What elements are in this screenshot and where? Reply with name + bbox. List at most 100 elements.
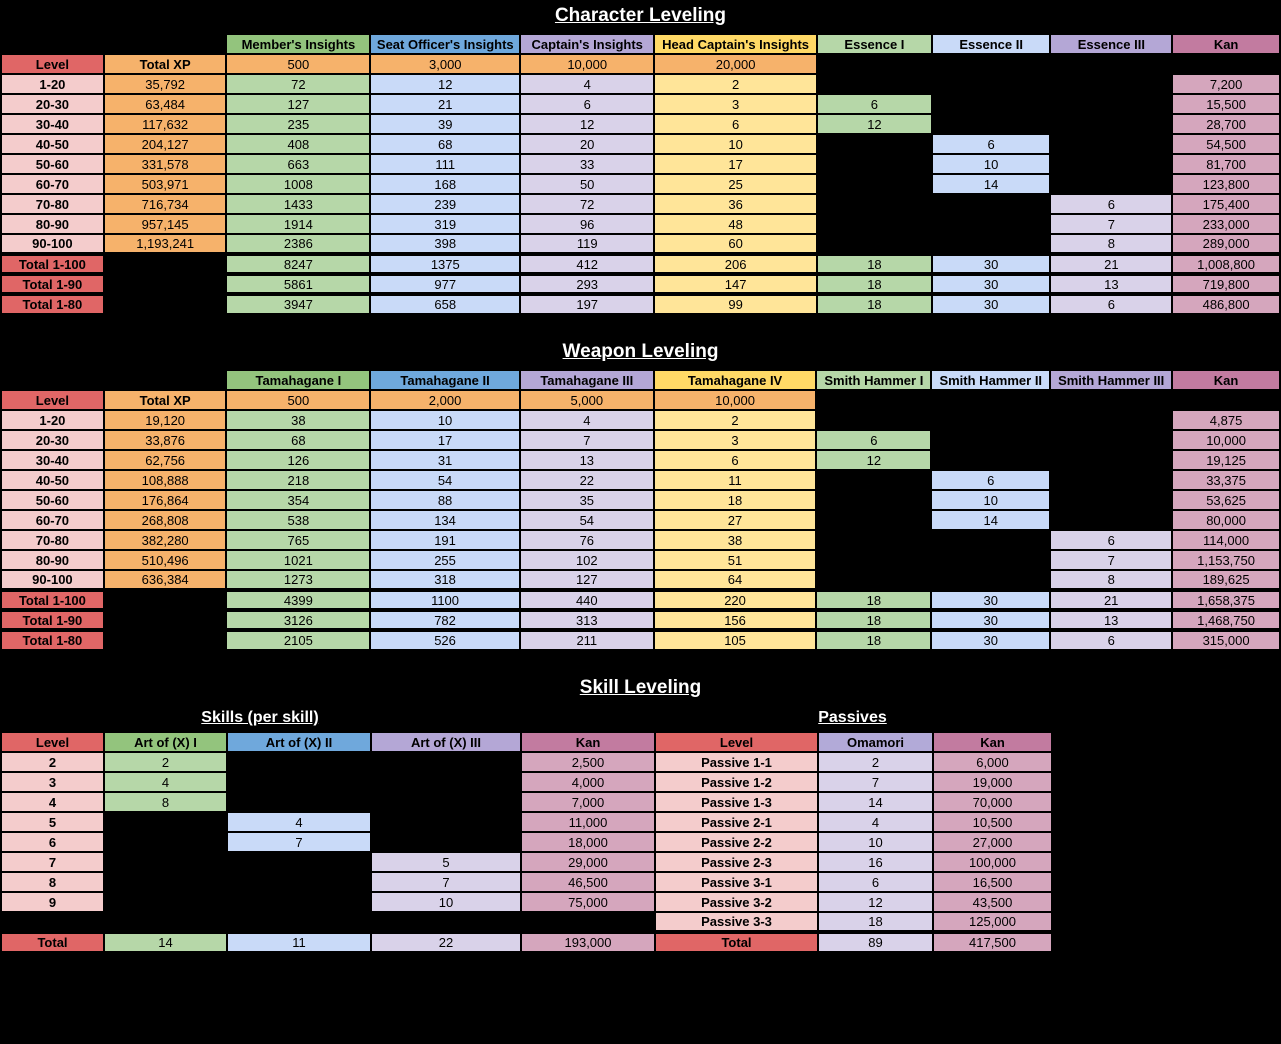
table-cell: 4 (226, 811, 372, 833)
table-cell: 30 (930, 608, 1052, 631)
table-cell: 11 (226, 930, 372, 953)
table-cell: 123,800 (1171, 173, 1281, 195)
table-cell: 40-50 (0, 469, 105, 491)
table-cell: 538 (225, 509, 372, 531)
table-cell: 176,864 (102, 489, 228, 511)
table-cell: 29,000 (520, 851, 656, 873)
table-cell: 68 (369, 133, 522, 155)
table-cell: 663 (225, 153, 372, 175)
table-cell: 21 (1049, 588, 1174, 611)
table-cell: 10 (369, 409, 521, 431)
empty-cell (930, 409, 1052, 431)
empty-cell (1171, 53, 1281, 75)
table-cell: 60 (653, 233, 819, 255)
table-cell: 5 (0, 811, 105, 833)
table-cell: 43,500 (932, 891, 1053, 913)
empty-cell (103, 871, 228, 893)
table-cell: Total 1-80 (0, 292, 105, 315)
table-row: 6 7 18,000 Passive 2-2 10 27,000 (0, 831, 1053, 853)
table-cell: Art of (X) I (103, 731, 228, 753)
table-cell: 2 (103, 751, 228, 773)
table-cell: 35,792 (102, 73, 228, 95)
table-cell: 8 (1049, 233, 1174, 255)
table-cell: Essence III (1049, 33, 1174, 55)
table-cell: 3,000 (369, 53, 522, 75)
table-cell: Tamahagane II (369, 369, 521, 391)
table-row: 9 10 75,000 Passive 3-2 12 43,500 (0, 891, 1053, 913)
table-cell: 204,127 (102, 133, 228, 155)
table-cell: 20-30 (0, 93, 105, 115)
table-cell: Level (0, 53, 105, 75)
table-cell: 70-80 (0, 529, 105, 551)
empty-cell (1049, 93, 1174, 115)
table-cell: 36 (653, 193, 819, 215)
table-cell: 1,193,241 (102, 233, 228, 255)
table-cell: 2 (653, 73, 819, 95)
table-cell: 30 (930, 588, 1052, 611)
empty-cell (102, 369, 228, 391)
table-cell: Essence I (816, 33, 933, 55)
table-cell: 14 (930, 509, 1052, 531)
table-row: 20-30 33,876 68 17 7 3 6 10,000 (0, 429, 1281, 451)
table-cell: 1273 (225, 569, 372, 591)
table-cell: 75,000 (520, 891, 656, 913)
empty-cell (930, 529, 1052, 551)
table-cell: 977 (369, 272, 522, 295)
table-cell: 25 (653, 173, 819, 195)
table-cell: 4399 (225, 588, 372, 611)
table-row: 70-80 382,280 765 191 76 38 6 114,000 (0, 529, 1281, 551)
table-cell: 50-60 (0, 489, 105, 511)
table-row: 50-60 176,864 354 88 35 18 10 53,625 (0, 489, 1281, 511)
empty-cell (102, 272, 228, 295)
weapon-leveling-title: Weapon Leveling (562, 341, 719, 362)
table-cell: 1-20 (0, 73, 105, 95)
table-cell: 40-50 (0, 133, 105, 155)
table-cell: 10,000 (652, 389, 818, 411)
table-cell: Total 1-80 (0, 628, 105, 651)
table-cell: 102 (518, 549, 655, 571)
table-row: 4 8 7,000 Passive 1-3 14 70,000 (0, 791, 1053, 813)
table-cell: 16 (817, 851, 934, 873)
table-cell: 2,500 (520, 751, 656, 773)
table-cell: 957,145 (102, 213, 228, 235)
table-cell: 14 (930, 173, 1052, 195)
table-row: 60-70 268,808 538 134 54 27 14 80,000 (0, 509, 1281, 531)
table-cell: 18 (652, 489, 818, 511)
table-cell: 10,000 (1171, 429, 1281, 451)
table-cell: 417,500 (932, 930, 1053, 953)
table-cell: 18 (816, 252, 933, 275)
table-cell: 2386 (225, 233, 372, 255)
table-cell: 18 (816, 272, 933, 295)
table-cell: 14 (103, 930, 228, 953)
table-cell: Tamahagane III (518, 369, 655, 391)
table-cell: 89 (817, 930, 934, 953)
table-cell: 48 (653, 213, 819, 235)
table-cell: 6 (1049, 292, 1174, 315)
table-cell: 134 (369, 509, 521, 531)
table-cell: 4 (519, 73, 656, 95)
table-cell: Kan (1171, 369, 1281, 391)
column-header-row: Member's Insights Seat Officer's Insights… (0, 33, 1281, 55)
table-cell: 719,800 (1171, 272, 1281, 295)
table-row: 3 4 4,000 Passive 1-2 7 19,000 (0, 771, 1053, 793)
table-row: 70-80 716,734 1433 239 72 36 6 175,400 (0, 193, 1281, 215)
table-cell: 6 (1049, 193, 1174, 215)
empty-cell (1049, 449, 1174, 471)
table-cell: 6 (815, 429, 933, 451)
empty-cell (930, 429, 1052, 451)
table-cell: 33 (519, 153, 656, 175)
table-cell: 68 (225, 429, 372, 451)
table-cell: 114,000 (1171, 529, 1281, 551)
table-cell: 636,384 (102, 569, 228, 591)
table-cell: Smith Hammer II (930, 369, 1052, 391)
table-cell: 6 (1049, 529, 1174, 551)
spreadsheet-page: Character Leveling Member's Insights Seat… (0, 5, 1281, 953)
table-cell: 10 (653, 133, 819, 155)
table-cell: 189,625 (1171, 569, 1281, 591)
empty-cell (1049, 73, 1174, 95)
table-cell: 500 (225, 389, 372, 411)
empty-cell (816, 53, 933, 75)
empty-cell (816, 233, 933, 255)
table-cell: 18 (816, 292, 933, 315)
empty-cell (103, 851, 228, 873)
